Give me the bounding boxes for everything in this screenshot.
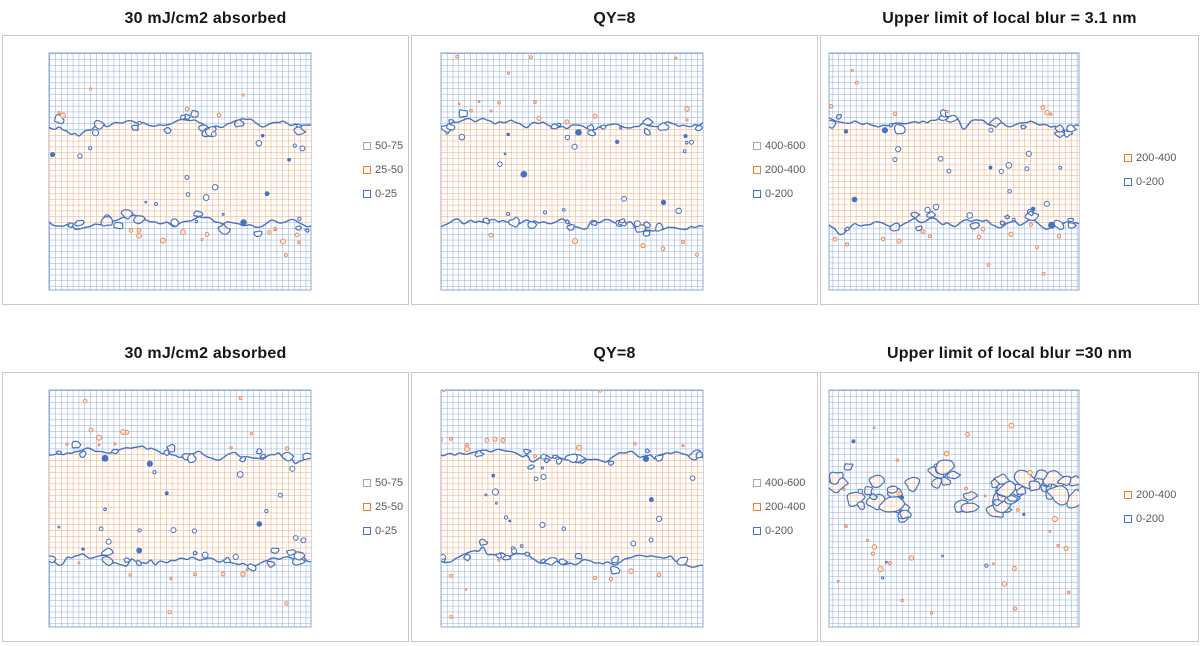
legend-label: 0-25 [375, 188, 398, 200]
legend-label: 50-75 [375, 477, 404, 489]
contour-plot [48, 389, 312, 628]
chart-legend: 200-400 0-200 [1124, 146, 1176, 194]
chart-title: QY=8 [593, 9, 636, 27]
legend-label: 0-200 [765, 525, 794, 537]
legend-label: 0-200 [1136, 513, 1165, 525]
legend-label: 400-600 [765, 477, 806, 489]
legend-swatch-icon [1124, 178, 1132, 186]
legend-swatch-icon [363, 166, 371, 174]
legend-label: 200-400 [765, 164, 806, 176]
legend-item: 400-600 [753, 471, 805, 495]
legend-label: 0-200 [1136, 176, 1165, 188]
legend-swatch-icon [1124, 515, 1132, 523]
chart-title: 30 mJ/cm2 absorbed [124, 9, 287, 27]
legend-item: 0-200 [1124, 170, 1176, 194]
legend-swatch-icon [363, 527, 371, 535]
chart-row-bottom: 30 mJ/cm2 absorbed 50-75 25-50 0-25 QY=8 4… [0, 305, 1200, 642]
legend-item: 0-25 [363, 182, 403, 206]
legend-item: 400-600 [753, 134, 805, 158]
legend-item: 0-200 [753, 182, 805, 206]
legend-swatch-icon [753, 142, 761, 150]
legend-item: 50-75 [363, 471, 403, 495]
legend-swatch-icon [753, 190, 761, 198]
legend-swatch-icon [363, 479, 371, 487]
legend-swatch-icon [753, 503, 761, 511]
chart-legend: 200-400 0-200 [1124, 483, 1176, 531]
legend-item: 200-400 [1124, 483, 1176, 507]
legend-item: 25-50 [363, 158, 403, 182]
legend-swatch-icon [753, 527, 761, 535]
chart-panel: 30 mJ/cm2 absorbed 50-75 25-50 0-25 [2, 305, 409, 642]
chart-legend: 400-600 200-400 0-200 [753, 471, 805, 543]
chart-panel: QY=8 400-600 200-400 0-200 [411, 2, 818, 305]
legend-item: 0-200 [1124, 507, 1176, 531]
legend-item: 200-400 [753, 158, 805, 182]
legend-swatch-icon [1124, 154, 1132, 162]
legend-label: 25-50 [375, 164, 404, 176]
chart-title: Upper limit of local blur =30 nm [886, 344, 1133, 362]
legend-item: 25-50 [363, 495, 403, 519]
legend-label: 0-25 [375, 525, 398, 537]
legend-swatch-icon [1124, 491, 1132, 499]
chart-legend: 50-75 25-50 0-25 [363, 134, 403, 206]
contour-plot [440, 52, 704, 291]
legend-item: 200-400 [753, 495, 805, 519]
legend-label: 200-400 [1136, 489, 1177, 501]
chart-panel: QY=8 400-600 200-400 0-200 [411, 305, 818, 642]
chart-row-top: 30 mJ/cm2 absorbed 50-75 25-50 0-25 QY=8 4… [0, 2, 1200, 305]
legend-item: 200-400 [1124, 146, 1176, 170]
contour-plot [48, 52, 312, 291]
chart-plot-box: 200-400 0-200 [820, 372, 1199, 642]
legend-label: 200-400 [765, 501, 806, 513]
chart-plot-box: 400-600 200-400 0-200 [411, 35, 818, 305]
chart-plot-box: 50-75 25-50 0-25 [2, 372, 409, 642]
legend-swatch-icon [363, 142, 371, 150]
contour-plot [828, 389, 1080, 628]
chart-title: 30 mJ/cm2 absorbed [124, 344, 287, 362]
legend-label: 200-400 [1136, 152, 1177, 164]
legend-item: 50-75 [363, 134, 403, 158]
legend-swatch-icon [363, 190, 371, 198]
chart-plot-box: 50-75 25-50 0-25 [2, 35, 409, 305]
legend-label: 0-200 [765, 188, 794, 200]
chart-plot-box: 200-400 0-200 [820, 35, 1199, 305]
contour-plot [440, 389, 704, 628]
legend-swatch-icon [753, 479, 761, 487]
chart-panel: Upper limit of local blur =30 nm 200-400… [820, 305, 1199, 642]
chart-plot-box: 400-600 200-400 0-200 [411, 372, 818, 642]
legend-swatch-icon [753, 166, 761, 174]
legend-swatch-icon [363, 503, 371, 511]
chart-legend: 50-75 25-50 0-25 [363, 471, 403, 543]
legend-label: 25-50 [375, 501, 404, 513]
legend-item: 0-200 [753, 519, 805, 543]
legend-label: 50-75 [375, 140, 404, 152]
chart-legend: 400-600 200-400 0-200 [753, 134, 805, 206]
contour-plot [828, 52, 1080, 291]
legend-item: 0-25 [363, 519, 403, 543]
chart-panel: 30 mJ/cm2 absorbed 50-75 25-50 0-25 [2, 2, 409, 305]
chart-panel: Upper limit of local blur = 3.1 nm 200-4… [820, 2, 1199, 305]
chart-title: Upper limit of local blur = 3.1 nm [882, 9, 1137, 27]
legend-label: 400-600 [765, 140, 806, 152]
chart-title: QY=8 [593, 344, 636, 362]
